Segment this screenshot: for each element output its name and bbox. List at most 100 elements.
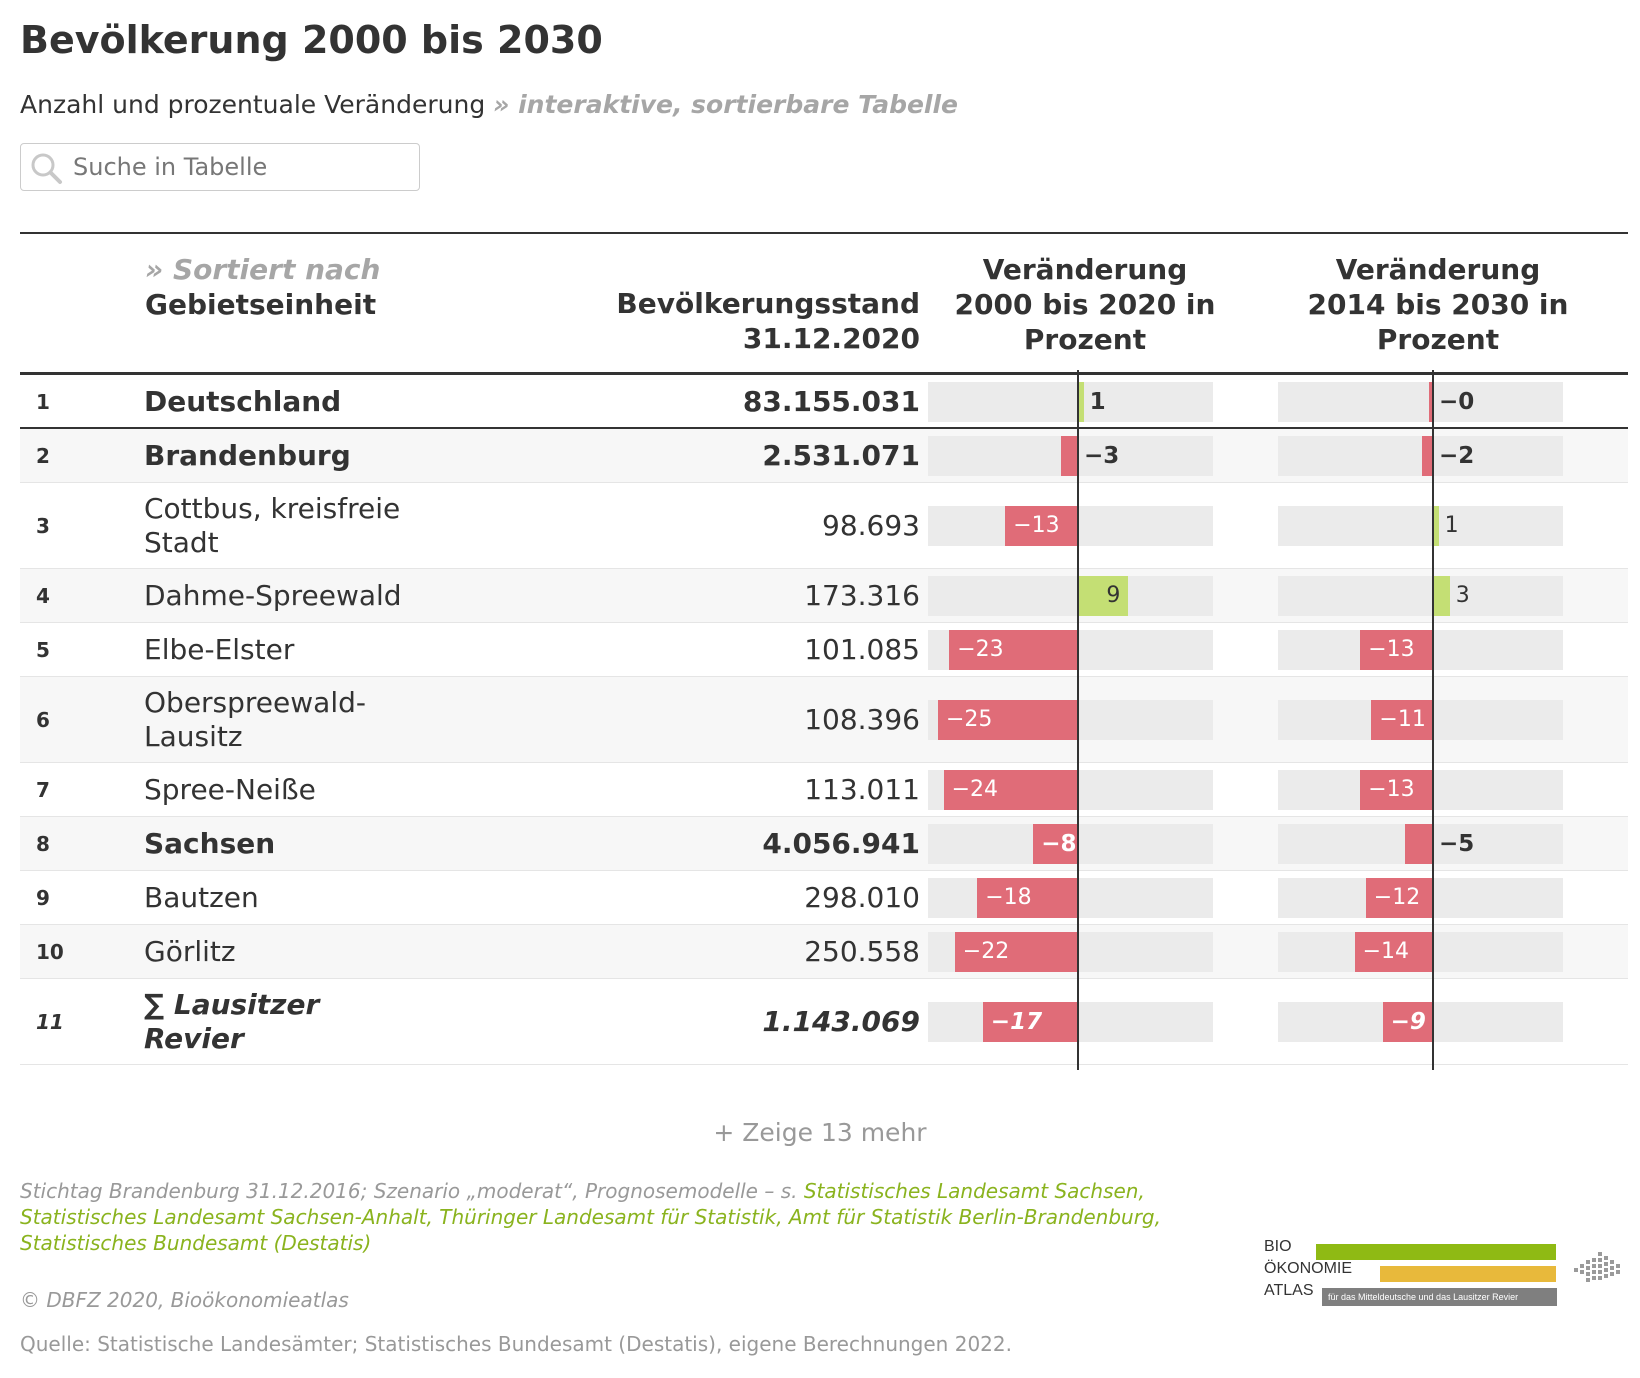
column-header-change-2014-2030[interactable]: Veränderung 2014 bis 2030 in Prozent <box>1288 252 1588 357</box>
subtitle-hint: » interaktive, sortierbare Tabelle <box>493 90 959 119</box>
row-name-line: Bautzen <box>144 881 259 914</box>
footnote-text: Stichtag Brandenburg 31.12.2016; Szenari… <box>20 1179 804 1203</box>
table-row[interactable]: 1 Deutschland 83.155.031 1 −0 <box>20 375 1628 429</box>
change-bar: −22 <box>928 932 1213 972</box>
source-link[interactable]: Statistisches Landesamt Sachsen <box>803 1179 1139 1203</box>
table-row[interactable]: 10 Görlitz 250.558 −22 −14 <box>20 925 1628 979</box>
row-number: 4 <box>36 584 50 608</box>
change-bar-fill <box>1005 506 1078 546</box>
copyright: © DBFZ 2020, Bioökonomieatlas <box>20 1288 349 1312</box>
table-row[interactable]: 2 Brandenburg 2.531.071 −3 −2 <box>20 429 1628 483</box>
source-link[interactable]: Statistisches Landesamt Sachsen-Anhalt <box>20 1205 427 1229</box>
bioeconomy-atlas-logo: BIO ÖKONOMIE ATLAS für das Mitteldeutsch… <box>1264 1238 1636 1308</box>
table-row[interactable]: 6 Oberspreewald- Lausitz 108.396 −25 −11 <box>20 677 1628 763</box>
row-population: 1.143.069 <box>762 1005 920 1038</box>
logo-line-1: BIO <box>1264 1238 1292 1255</box>
source-note: Quelle: Statistische Landesämter; Statis… <box>20 1332 1012 1356</box>
change-bar-fill <box>1405 824 1433 864</box>
row-name-line: Lausitz <box>144 720 243 753</box>
row-population: 101.085 <box>804 633 920 666</box>
change-bar-fill <box>949 630 1078 670</box>
change-bar: −12 <box>1278 878 1563 918</box>
column-header-name[interactable]: » Sortiert nach Gebietseinheit <box>145 252 380 322</box>
change-bar: −5 <box>1278 824 1563 864</box>
show-more-button[interactable]: + Zeige 13 mehr <box>713 1118 927 1147</box>
change-bar: −2 <box>1278 436 1563 476</box>
change-bar: −11 <box>1278 700 1563 740</box>
search-input[interactable] <box>73 150 403 184</box>
change-bar-fill <box>977 878 1078 918</box>
table-row[interactable]: 3 Cottbus, kreisfreie Stadt 98.693 −13 1 <box>20 483 1628 569</box>
change-bar-fill <box>1033 824 1078 864</box>
change-bar-label: −14 <box>1362 939 1410 964</box>
column-header-change-2000-2020[interactable]: Veränderung 2000 bis 2020 in Prozent <box>940 252 1230 357</box>
table-header: » Sortiert nach Gebietseinheit Bevölkeru… <box>20 232 1628 375</box>
row-number: 10 <box>36 940 64 964</box>
bar-axis-change1 <box>1077 370 1079 1070</box>
change-bar-label: −24 <box>951 777 999 802</box>
source-link-separator: , <box>776 1205 789 1229</box>
source-link-separator: , <box>1138 1179 1145 1203</box>
row-name: Cottbus, kreisfreie Stadt <box>144 492 434 560</box>
change-bar: −13 <box>1278 770 1563 810</box>
row-name: Brandenburg <box>144 439 434 473</box>
row-number: 7 <box>36 778 50 802</box>
table-row[interactable]: 9 Bautzen 298.010 −18 −12 <box>20 871 1628 925</box>
change-bar: −24 <box>928 770 1213 810</box>
column-header-name-label: Gebietseinheit <box>145 288 377 321</box>
change-bar-fill <box>1365 878 1433 918</box>
change-bar-fill <box>1360 630 1433 670</box>
table-body: 1 Deutschland 83.155.031 1 −0 2 Brandenburg 2.5… <box>20 375 1628 1065</box>
change-bar-fill <box>1078 382 1084 422</box>
change-bar-label: −11 <box>1379 707 1426 732</box>
table-row[interactable]: 8 Sachsen 4.056.941 −8 −5 <box>20 817 1628 871</box>
row-number: 2 <box>36 444 50 468</box>
change-bar-fill <box>1371 700 1433 740</box>
column-header-change2-line: Veränderung <box>1335 253 1541 286</box>
logo-line-2: ÖKONOMIE <box>1264 1260 1353 1277</box>
row-population: 4.056.941 <box>762 827 920 860</box>
change-bar: −9 <box>1278 1002 1563 1042</box>
change-bar: −8 <box>928 824 1213 864</box>
row-population: 98.693 <box>822 509 920 542</box>
row-population: 108.396 <box>804 703 920 736</box>
table-row[interactable]: 5 Elbe-Elster 101.085 −23 −13 <box>20 623 1628 677</box>
change-bar-label: −9 <box>1390 1009 1426 1035</box>
change-bar-label: −8 <box>1041 831 1077 857</box>
page-title: Bevölkerung 2000 bis 2030 <box>20 18 603 62</box>
row-number: 11 <box>36 1010 64 1034</box>
change-bar-fill <box>1354 932 1433 972</box>
source-link[interactable]: Amt für Statistik Berlin-Brandenburg <box>788 1205 1155 1229</box>
change-bar-label: −2 <box>1439 443 1475 469</box>
change-bar-label: −13 <box>1013 513 1060 538</box>
change-bar-fill <box>1382 1002 1433 1042</box>
row-number: 8 <box>36 832 50 856</box>
change-bar-label: −18 <box>985 885 1032 910</box>
table-row[interactable]: 11 ∑ Lausitzer Revier 1.143.069 −17 −9 <box>20 979 1628 1065</box>
row-name-line: Oberspreewald- <box>144 686 366 719</box>
row-name-line: Elbe-Elster <box>144 633 295 666</box>
change-bar-label: −23 <box>957 637 1004 662</box>
row-name: Elbe-Elster <box>144 633 434 667</box>
row-name: Bautzen <box>144 881 434 915</box>
row-population: 298.010 <box>804 881 920 914</box>
row-name: Oberspreewald- Lausitz <box>144 686 434 754</box>
table-row[interactable]: 7 Spree-Neiße 113.011 −24 −13 <box>20 763 1628 817</box>
table-row[interactable]: 4 Dahme-Spreewald 173.316 9 3 <box>20 569 1628 623</box>
change-bar-label: −12 <box>1373 885 1421 910</box>
source-link[interactable]: Statistisches Bundesamt (Destatis) <box>20 1231 372 1255</box>
row-name-line: Sachsen <box>144 827 276 860</box>
change-bar: 1 <box>1278 506 1563 546</box>
row-population: 83.155.031 <box>742 385 920 418</box>
row-name: Görlitz <box>144 935 434 969</box>
column-header-population-line: 31.12.2020 <box>742 322 920 355</box>
row-name: Deutschland <box>144 385 434 419</box>
change-bar-label: −5 <box>1439 831 1475 857</box>
row-number: 5 <box>36 638 50 662</box>
row-population: 2.531.071 <box>762 439 920 472</box>
source-link[interactable]: Thüringer Landesamt für Statistik <box>439 1205 777 1229</box>
column-header-population[interactable]: Bevölkerungsstand 31.12.2020 <box>616 286 920 356</box>
change-bar-fill <box>1433 576 1450 616</box>
change-bar: 9 <box>928 576 1213 616</box>
search-box[interactable] <box>20 143 420 191</box>
